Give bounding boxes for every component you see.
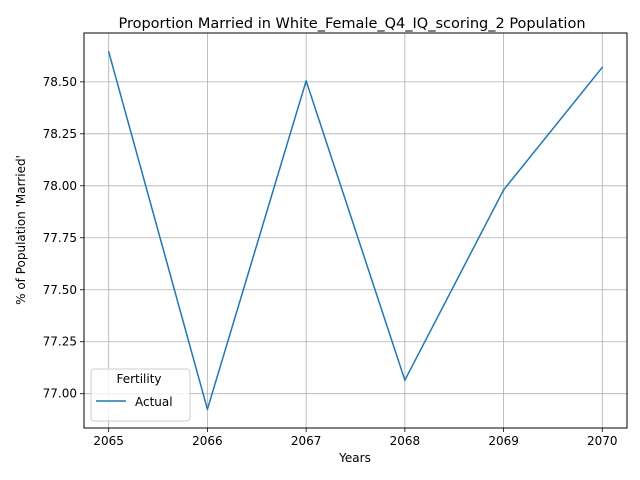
data-point [502, 189, 505, 191]
y-tick-label: 77.25 [43, 335, 77, 349]
chart-title: Proportion Married in White_Female_Q4_IQ… [118, 16, 585, 32]
x-tick-label: 2070 [587, 434, 618, 448]
x-tick-label: 2069 [488, 434, 519, 448]
x-tick-label: 2068 [390, 434, 421, 448]
y-axis-ticks: 77.00 77.25 77.50 77.75 78.00 78.25 78.50 [43, 75, 84, 401]
legend-label-actual: Actual [135, 395, 173, 409]
legend-title: Fertility [116, 372, 161, 386]
series-layer [107, 50, 604, 411]
data-point [404, 379, 406, 381]
data-point [107, 50, 110, 53]
y-axis-label: % of Population 'Married' [14, 155, 28, 305]
data-point [305, 80, 307, 82]
legend: Fertility Actual [90, 368, 191, 422]
x-axis-ticks: 2065 2066 2067 2068 2069 2070 [93, 428, 618, 448]
y-tick-label: 77.75 [43, 231, 77, 245]
legend-box [90, 368, 191, 422]
data-point [601, 66, 604, 69]
x-tick-label: 2067 [291, 434, 322, 448]
y-tick-label: 78.50 [43, 75, 77, 89]
y-tick-label: 78.25 [43, 127, 77, 141]
y-tick-label: 78.00 [43, 179, 77, 193]
plot-frame [83, 32, 628, 429]
x-tick-label: 2066 [192, 434, 223, 448]
y-tick-label: 77.50 [43, 283, 77, 297]
x-axis-label: Years [338, 451, 371, 465]
series-line-actual [107, 51, 603, 411]
y-tick-label: 77.00 [43, 387, 77, 401]
data-point [206, 408, 209, 411]
x-tick-label: 2065 [93, 434, 124, 448]
